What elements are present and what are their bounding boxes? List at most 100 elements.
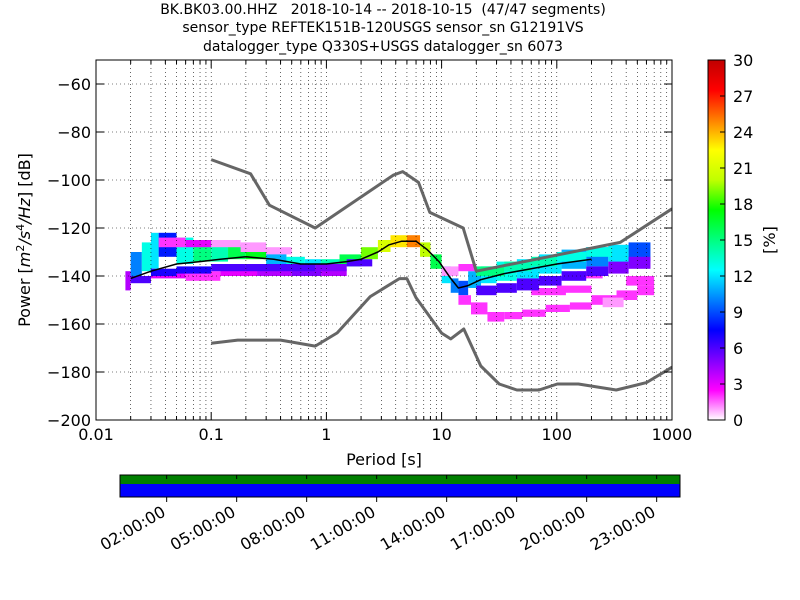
- heatmap-cell: [185, 271, 221, 281]
- heatmap-cell: [487, 312, 505, 322]
- heatmap-cell: [390, 235, 407, 248]
- heatmap-cell: [522, 309, 546, 317]
- heatmap-cell: [561, 271, 587, 281]
- heatmap-cell: [531, 288, 566, 296]
- colorbar-tick-label: 0: [733, 411, 743, 430]
- heatmap-cell: [608, 244, 629, 264]
- colorbar-tick-label: 24: [733, 123, 753, 142]
- heatmap-cell: [125, 271, 131, 291]
- heatmap-cell: [531, 256, 557, 267]
- colorbar-tick-label: 15: [733, 231, 753, 250]
- heatmap-cell: [569, 302, 592, 310]
- ppsd-plot: 0.01 0.1 1 10 100 1000 −60 −80 −100 −120 −140 −160 −…: [14, 59, 693, 469]
- plot-frame: [95, 59, 673, 421]
- y-tick-label: −120: [47, 219, 91, 238]
- x-tick-label: 1000: [652, 425, 693, 444]
- timeline-data-bar: [120, 475, 680, 484]
- timeline-frame: [119, 474, 681, 498]
- heatmap-cell: [616, 290, 638, 300]
- heatmap-cell: [291, 268, 322, 276]
- heatmap-cell: [185, 240, 212, 248]
- timeline-tick-label: 20:00:00: [517, 502, 589, 554]
- colorbar-tick-label: 12: [733, 267, 753, 286]
- heatmap-cell: [266, 247, 292, 255]
- colorbar-tick-label: 30: [733, 51, 753, 70]
- y-tick-label: −180: [47, 363, 91, 382]
- colorbar-tick-label: 6: [733, 339, 743, 358]
- heatmap-cell: [458, 280, 469, 296]
- nlnm-curve: [211, 277, 672, 392]
- heatmap-cell: [361, 247, 378, 260]
- mode-curve: [130, 240, 592, 289]
- heatmap-cell: [211, 240, 241, 248]
- plot-area: [96, 60, 672, 420]
- heatmap-cell: [430, 254, 442, 269]
- heatmap-cell: [158, 237, 186, 248]
- colorbar: 0 3 6 9 12 15 18 21 24 27 30 [%]: [707, 51, 779, 430]
- heatmap-cell: [556, 252, 587, 262]
- heatmap-cell: [504, 312, 523, 320]
- timeline-tick-label: 11:00:00: [307, 502, 379, 554]
- heatmap-cell: [321, 268, 347, 276]
- y-tick-label: −160: [47, 315, 91, 334]
- chart-title-line-2: sensor_type REFTEK151B-120USGS sensor_sn…: [182, 20, 584, 36]
- x-tick-label: 10: [431, 425, 451, 444]
- heatmap-cell: [496, 283, 517, 293]
- y-tick-label: −200: [47, 411, 91, 430]
- heatmap-cell: [346, 259, 373, 267]
- heatmap-cell: [130, 276, 151, 284]
- heatmap-cell: [586, 247, 612, 257]
- heatmap-cell: [280, 264, 316, 272]
- heatmap-cell: [150, 232, 159, 269]
- x-tick-label: 0.1: [198, 425, 223, 444]
- heatmap-cell: [458, 264, 477, 272]
- heatmap-cell: [377, 240, 391, 252]
- heatmap-cell: [602, 297, 624, 308]
- heatmap-cell: [211, 264, 246, 272]
- heatmap-cell: [150, 268, 177, 276]
- heatmap-cell: [516, 278, 539, 291]
- timeline-tick-label: 17:00:00: [447, 502, 519, 554]
- heatmap-cell: [586, 266, 609, 276]
- timeline: 02:00:0005:00:0008:00:0011:00:0014:00:00…: [97, 474, 681, 554]
- timeline-tick-label: 08:00:00: [237, 502, 309, 554]
- heatmap-cell: [628, 256, 651, 269]
- heatmap-cell: [504, 261, 532, 272]
- timeline-tick-label: 14:00:00: [377, 502, 449, 554]
- heatmap-cell: [458, 295, 472, 305]
- x-tick-label: 100: [542, 425, 573, 444]
- colorbar-label: [%]: [760, 226, 779, 254]
- heatmap-cell: [245, 264, 281, 272]
- heatmap-cell: [637, 285, 655, 296]
- colorbar-tick-label: 21: [733, 159, 753, 178]
- heatmap-cell: [130, 252, 142, 276]
- x-tick-label: 0.01: [78, 425, 114, 444]
- y-tick-label: −100: [47, 171, 91, 190]
- heatmap-cell: [141, 242, 151, 272]
- x-tick-label: 1: [321, 425, 331, 444]
- heatmap-cell: [315, 264, 347, 272]
- heatmap-cell: [476, 266, 505, 276]
- heatmap-cell: [240, 242, 267, 252]
- heatmap-cell: [538, 276, 562, 286]
- heatmap-cell: [626, 276, 655, 286]
- colorbar-tick-label: 3: [733, 375, 743, 394]
- y-tick-label: −60: [57, 75, 91, 94]
- timeline-tick-label: 05:00:00: [167, 502, 239, 554]
- chart-title-line-3: datalogger_type Q330S+USGS datalogger_sn…: [203, 39, 563, 55]
- colorbar-tick-label: 9: [733, 303, 743, 322]
- heatmap-cell: [176, 266, 212, 274]
- chart-title-line-1: BK.BK03.00.HHZ 2018-10-14 -- 2018-10-15 …: [160, 2, 606, 18]
- heatmap-cell: [257, 268, 292, 276]
- colorbar-tick-label: 27: [733, 87, 753, 106]
- heatmap: [125, 232, 655, 322]
- timeline-tick-label: 23:00:00: [587, 502, 659, 554]
- y-tick-label: −80: [57, 123, 91, 142]
- heatmap-cell: [471, 302, 488, 315]
- heatmap-cell: [608, 261, 629, 274]
- nhnm-curve: [210, 158, 672, 273]
- heatmap-cell: [476, 285, 497, 296]
- heatmap-cell: [556, 285, 592, 293]
- heatmap-cell: [450, 278, 459, 293]
- x-axis-label: Period [s]: [346, 450, 422, 469]
